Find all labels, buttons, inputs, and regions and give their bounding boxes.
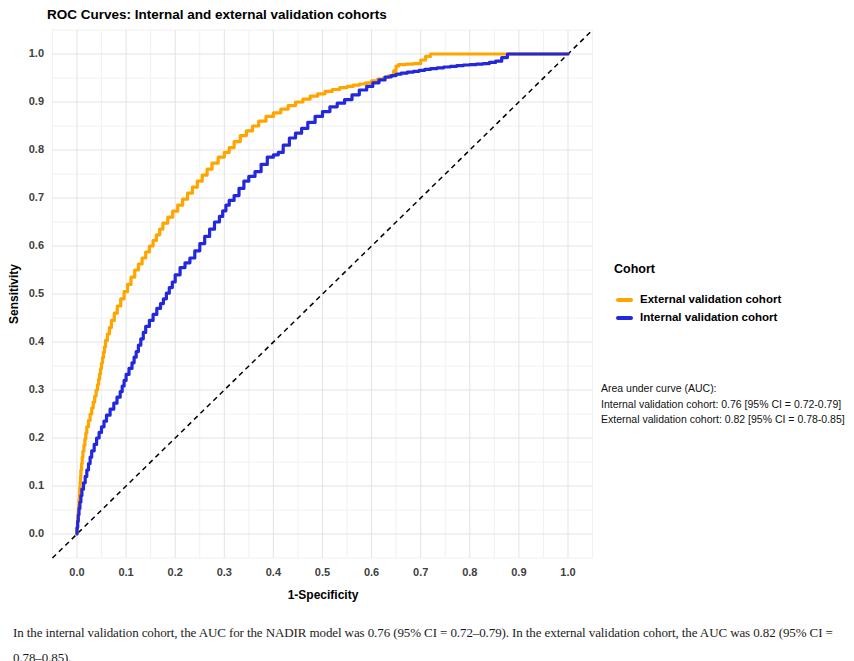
x-tick-label: 0.6 [355,566,389,578]
x-tick-label: 0.9 [502,566,536,578]
y-tick-label: 0.0 [8,527,44,539]
auc-annotation: Area under curve (AUC): Internal validat… [601,381,845,428]
auc-annotation-line: Internal validation cohort: 0.76 [95% CI… [601,397,845,413]
legend-swatch-internal [616,316,633,320]
y-axis-title: Sensitivity [7,264,21,324]
x-axis-title: 1-Specificity [262,588,384,602]
y-tick-label: 0.7 [8,191,44,203]
x-tick-label: 0.0 [60,566,94,578]
x-tick-label: 0.8 [453,566,487,578]
legend-title: Cohort [614,262,655,276]
x-tick-label: 0.2 [158,566,192,578]
y-tick-label: 0.2 [8,431,44,443]
y-tick-label: 0.1 [8,479,44,491]
y-tick-label: 0.3 [8,383,44,395]
y-tick-label: 0.6 [8,239,44,251]
y-tick-label: 0.8 [8,143,44,155]
x-tick-label: 0.5 [306,566,340,578]
x-tick-label: 1.0 [551,566,585,578]
y-tick-label: 1.0 [8,47,44,59]
legend-label-internal: Internal validation cohort [640,311,777,323]
x-tick-label: 0.7 [404,566,438,578]
auc-annotation-line: External validation cohort: 0.82 [95% CI… [601,412,845,428]
auc-annotation-line: Area under curve (AUC): [601,381,845,397]
y-tick-label: 0.9 [8,95,44,107]
x-tick-label: 0.1 [109,566,143,578]
x-tick-label: 0.3 [207,566,241,578]
roc-chart-canvas [0,0,854,661]
roc-chart-figure: ROC Curves: Internal and external valida… [0,0,854,661]
figure-caption: In the internal validation cohort, the A… [13,620,847,661]
legend-swatch-external [616,298,633,302]
x-tick-label: 0.4 [256,566,290,578]
y-tick-label: 0.4 [8,335,44,347]
legend-label-external: External validation cohort [640,293,781,305]
